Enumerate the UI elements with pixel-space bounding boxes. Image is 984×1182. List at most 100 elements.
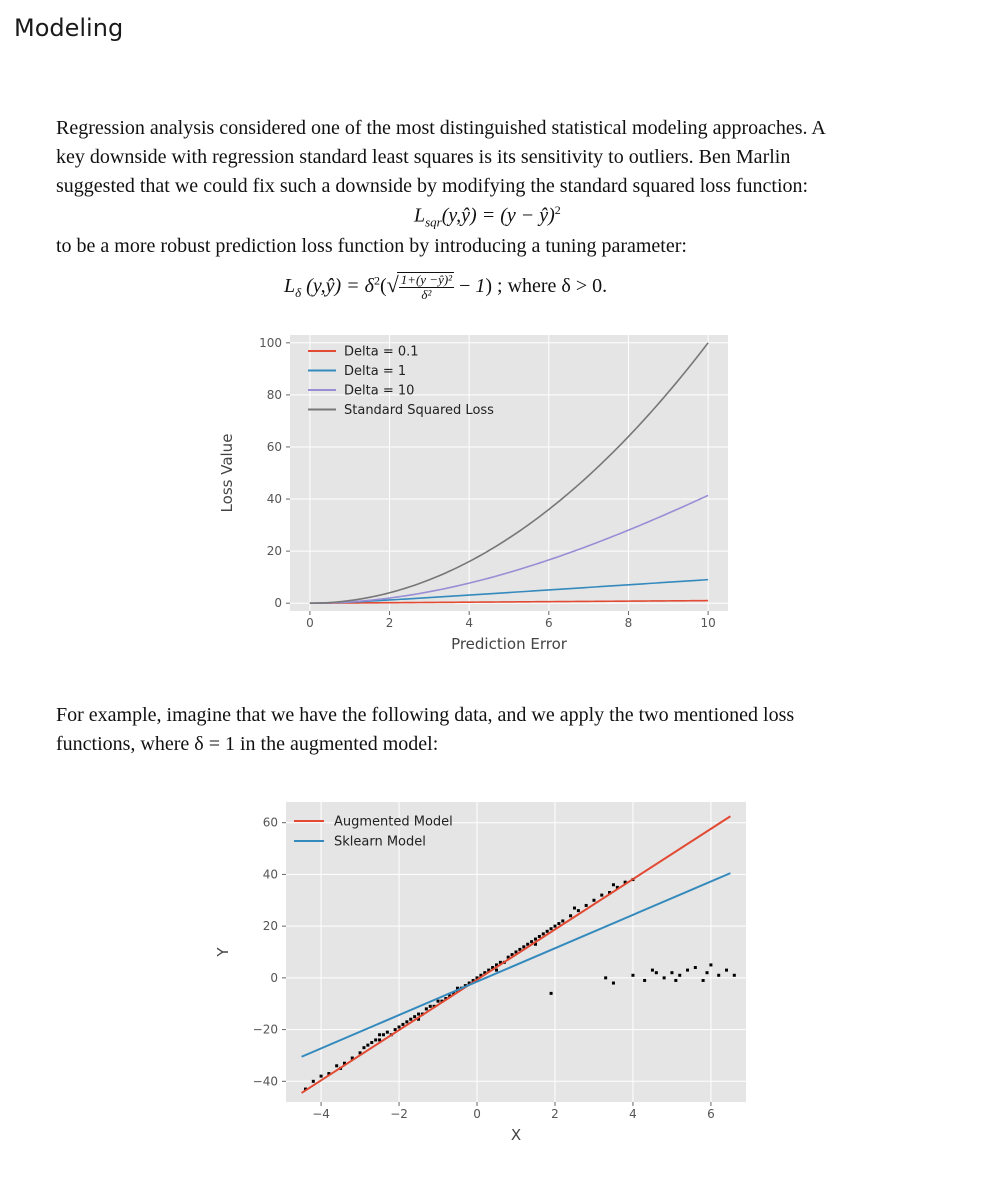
robust-loss-formula: Lδ (y,ŷ) = δ2(√ 1+(y −ŷ)² δ² − 1) ; where … xyxy=(284,272,608,302)
data-point xyxy=(611,883,615,887)
transition-paragraph: to be a more robust prediction loss func… xyxy=(56,235,687,257)
data-point xyxy=(643,978,647,982)
data-point xyxy=(409,1017,413,1021)
x-tick-label: 4 xyxy=(629,1107,637,1121)
x-tick-label: 0 xyxy=(473,1107,481,1121)
y-tick-label: 20 xyxy=(263,919,278,933)
data-point xyxy=(569,914,573,918)
data-point xyxy=(549,991,553,995)
formula-tail: ) ; where δ > 0. xyxy=(485,275,608,298)
data-point xyxy=(650,968,654,972)
data-point xyxy=(475,976,479,980)
data-point xyxy=(584,903,588,907)
y-tick-label: 40 xyxy=(267,492,282,506)
legend-label: Standard Squared Loss xyxy=(344,403,494,418)
data-point xyxy=(495,963,499,967)
data-point xyxy=(670,971,674,975)
data-point xyxy=(526,942,530,946)
data-point xyxy=(417,1017,421,1021)
formula-lhs: L xyxy=(284,275,296,298)
y-tick-label: −20 xyxy=(253,1023,278,1037)
data-point xyxy=(533,937,537,941)
y-tick-label: 40 xyxy=(263,867,278,881)
data-point xyxy=(366,1043,370,1047)
data-point xyxy=(440,999,444,1003)
data-point xyxy=(452,991,456,995)
data-point xyxy=(608,891,612,895)
data-point xyxy=(510,953,514,957)
data-point xyxy=(311,1079,315,1083)
y-axis-label: Y xyxy=(214,947,232,958)
data-point xyxy=(686,968,690,972)
data-point xyxy=(335,1064,339,1068)
series-line xyxy=(309,342,709,604)
plot-area xyxy=(290,335,728,611)
formula-numerator: 1+(y −ŷ)² xyxy=(398,272,455,288)
formula-one: 1 xyxy=(475,275,486,298)
data-point xyxy=(342,1061,346,1065)
y-tick-label: −40 xyxy=(253,1074,278,1088)
data-point xyxy=(448,994,452,998)
data-point xyxy=(319,1074,323,1078)
data-point xyxy=(413,1015,417,1019)
data-point xyxy=(537,934,541,938)
formula-power: 2 xyxy=(554,203,561,217)
regression-line xyxy=(301,872,731,1058)
y-tick-label: 60 xyxy=(263,816,278,830)
data-point xyxy=(479,973,483,977)
data-point xyxy=(705,971,709,975)
data-point xyxy=(397,1025,401,1029)
data-point xyxy=(693,966,697,970)
data-point xyxy=(600,893,604,897)
data-point xyxy=(623,880,627,884)
intro-line: suggested that we could fix such a downs… xyxy=(56,175,809,197)
x-axis-label: Prediction Error xyxy=(451,635,568,653)
data-point xyxy=(456,986,460,990)
data-point xyxy=(424,1007,428,1011)
formula-denominator: δ² xyxy=(421,287,432,302)
x-tick-label: 2 xyxy=(386,616,394,630)
data-point xyxy=(401,1022,405,1026)
data-point xyxy=(611,981,615,985)
x-tick-label: 6 xyxy=(545,616,553,630)
data-point xyxy=(557,922,561,926)
data-point xyxy=(717,973,721,977)
data-point xyxy=(393,1028,397,1032)
formula-sub: sqr xyxy=(425,214,442,230)
data-point xyxy=(498,960,502,964)
x-tick-label: 10 xyxy=(700,616,715,630)
series-line xyxy=(309,494,709,604)
data-point xyxy=(662,976,666,980)
data-point xyxy=(678,973,682,977)
formula-power: 2 xyxy=(373,273,380,288)
formula-args: (y,ŷ) = (y − ŷ) xyxy=(441,204,555,227)
data-point xyxy=(514,950,518,954)
data-point xyxy=(549,927,553,931)
x-axis-label: X xyxy=(511,1126,521,1144)
intro-line: Regression analysis considered one of th… xyxy=(56,117,826,139)
x-tick-label: 2 xyxy=(551,1107,559,1121)
data-point xyxy=(483,971,487,975)
y-tick-label: 0 xyxy=(274,596,282,610)
formula-lhs: L xyxy=(414,204,426,227)
data-point xyxy=(417,1012,421,1016)
series-line xyxy=(309,599,709,604)
data-point xyxy=(378,1038,382,1042)
data-point xyxy=(378,1033,382,1037)
page-heading: Modeling xyxy=(14,14,124,42)
data-point xyxy=(592,898,596,902)
formula-sub: δ xyxy=(295,285,302,301)
y-axis-label: Loss Value xyxy=(218,434,236,513)
data-point xyxy=(522,945,526,949)
data-point xyxy=(604,976,608,980)
x-tick-label: 6 xyxy=(707,1107,715,1121)
y-tick-label: 60 xyxy=(267,440,282,454)
data-point xyxy=(436,999,440,1003)
data-point xyxy=(561,919,565,923)
example-line: For example, imagine that we have the fo… xyxy=(56,704,795,726)
y-tick-label: 80 xyxy=(267,388,282,402)
y-tick-label: 20 xyxy=(267,544,282,558)
legend-label: Augmented Model xyxy=(334,815,453,830)
y-tick-label: 100 xyxy=(259,336,282,350)
